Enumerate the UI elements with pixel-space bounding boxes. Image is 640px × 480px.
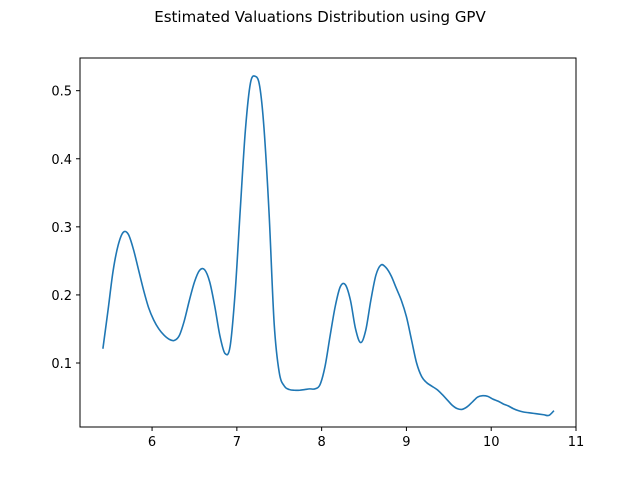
y-tick-label: 0.3 <box>51 221 72 236</box>
x-axis: 6 7 8 9 10 11 <box>148 427 584 450</box>
x-tick-label: 8 <box>318 435 326 450</box>
y-axis: 0.1 0.2 0.3 0.4 0.5 <box>51 85 80 372</box>
y-tick-label: 0.2 <box>51 289 72 304</box>
y-tick-label: 0.5 <box>51 85 72 100</box>
y-tick-label: 0.1 <box>51 357 72 372</box>
x-tick-label: 6 <box>148 435 156 450</box>
x-tick-label: 10 <box>483 435 500 450</box>
x-tick-label: 9 <box>402 435 410 450</box>
series-line <box>102 75 555 417</box>
plot-frame <box>79 57 577 428</box>
y-tick-label: 0.4 <box>51 153 72 168</box>
x-tick-label: 11 <box>568 435 585 450</box>
x-tick-label: 7 <box>233 435 241 450</box>
chart-title: Estimated Valuations Distribution using … <box>154 8 486 26</box>
series-layer <box>102 75 555 417</box>
